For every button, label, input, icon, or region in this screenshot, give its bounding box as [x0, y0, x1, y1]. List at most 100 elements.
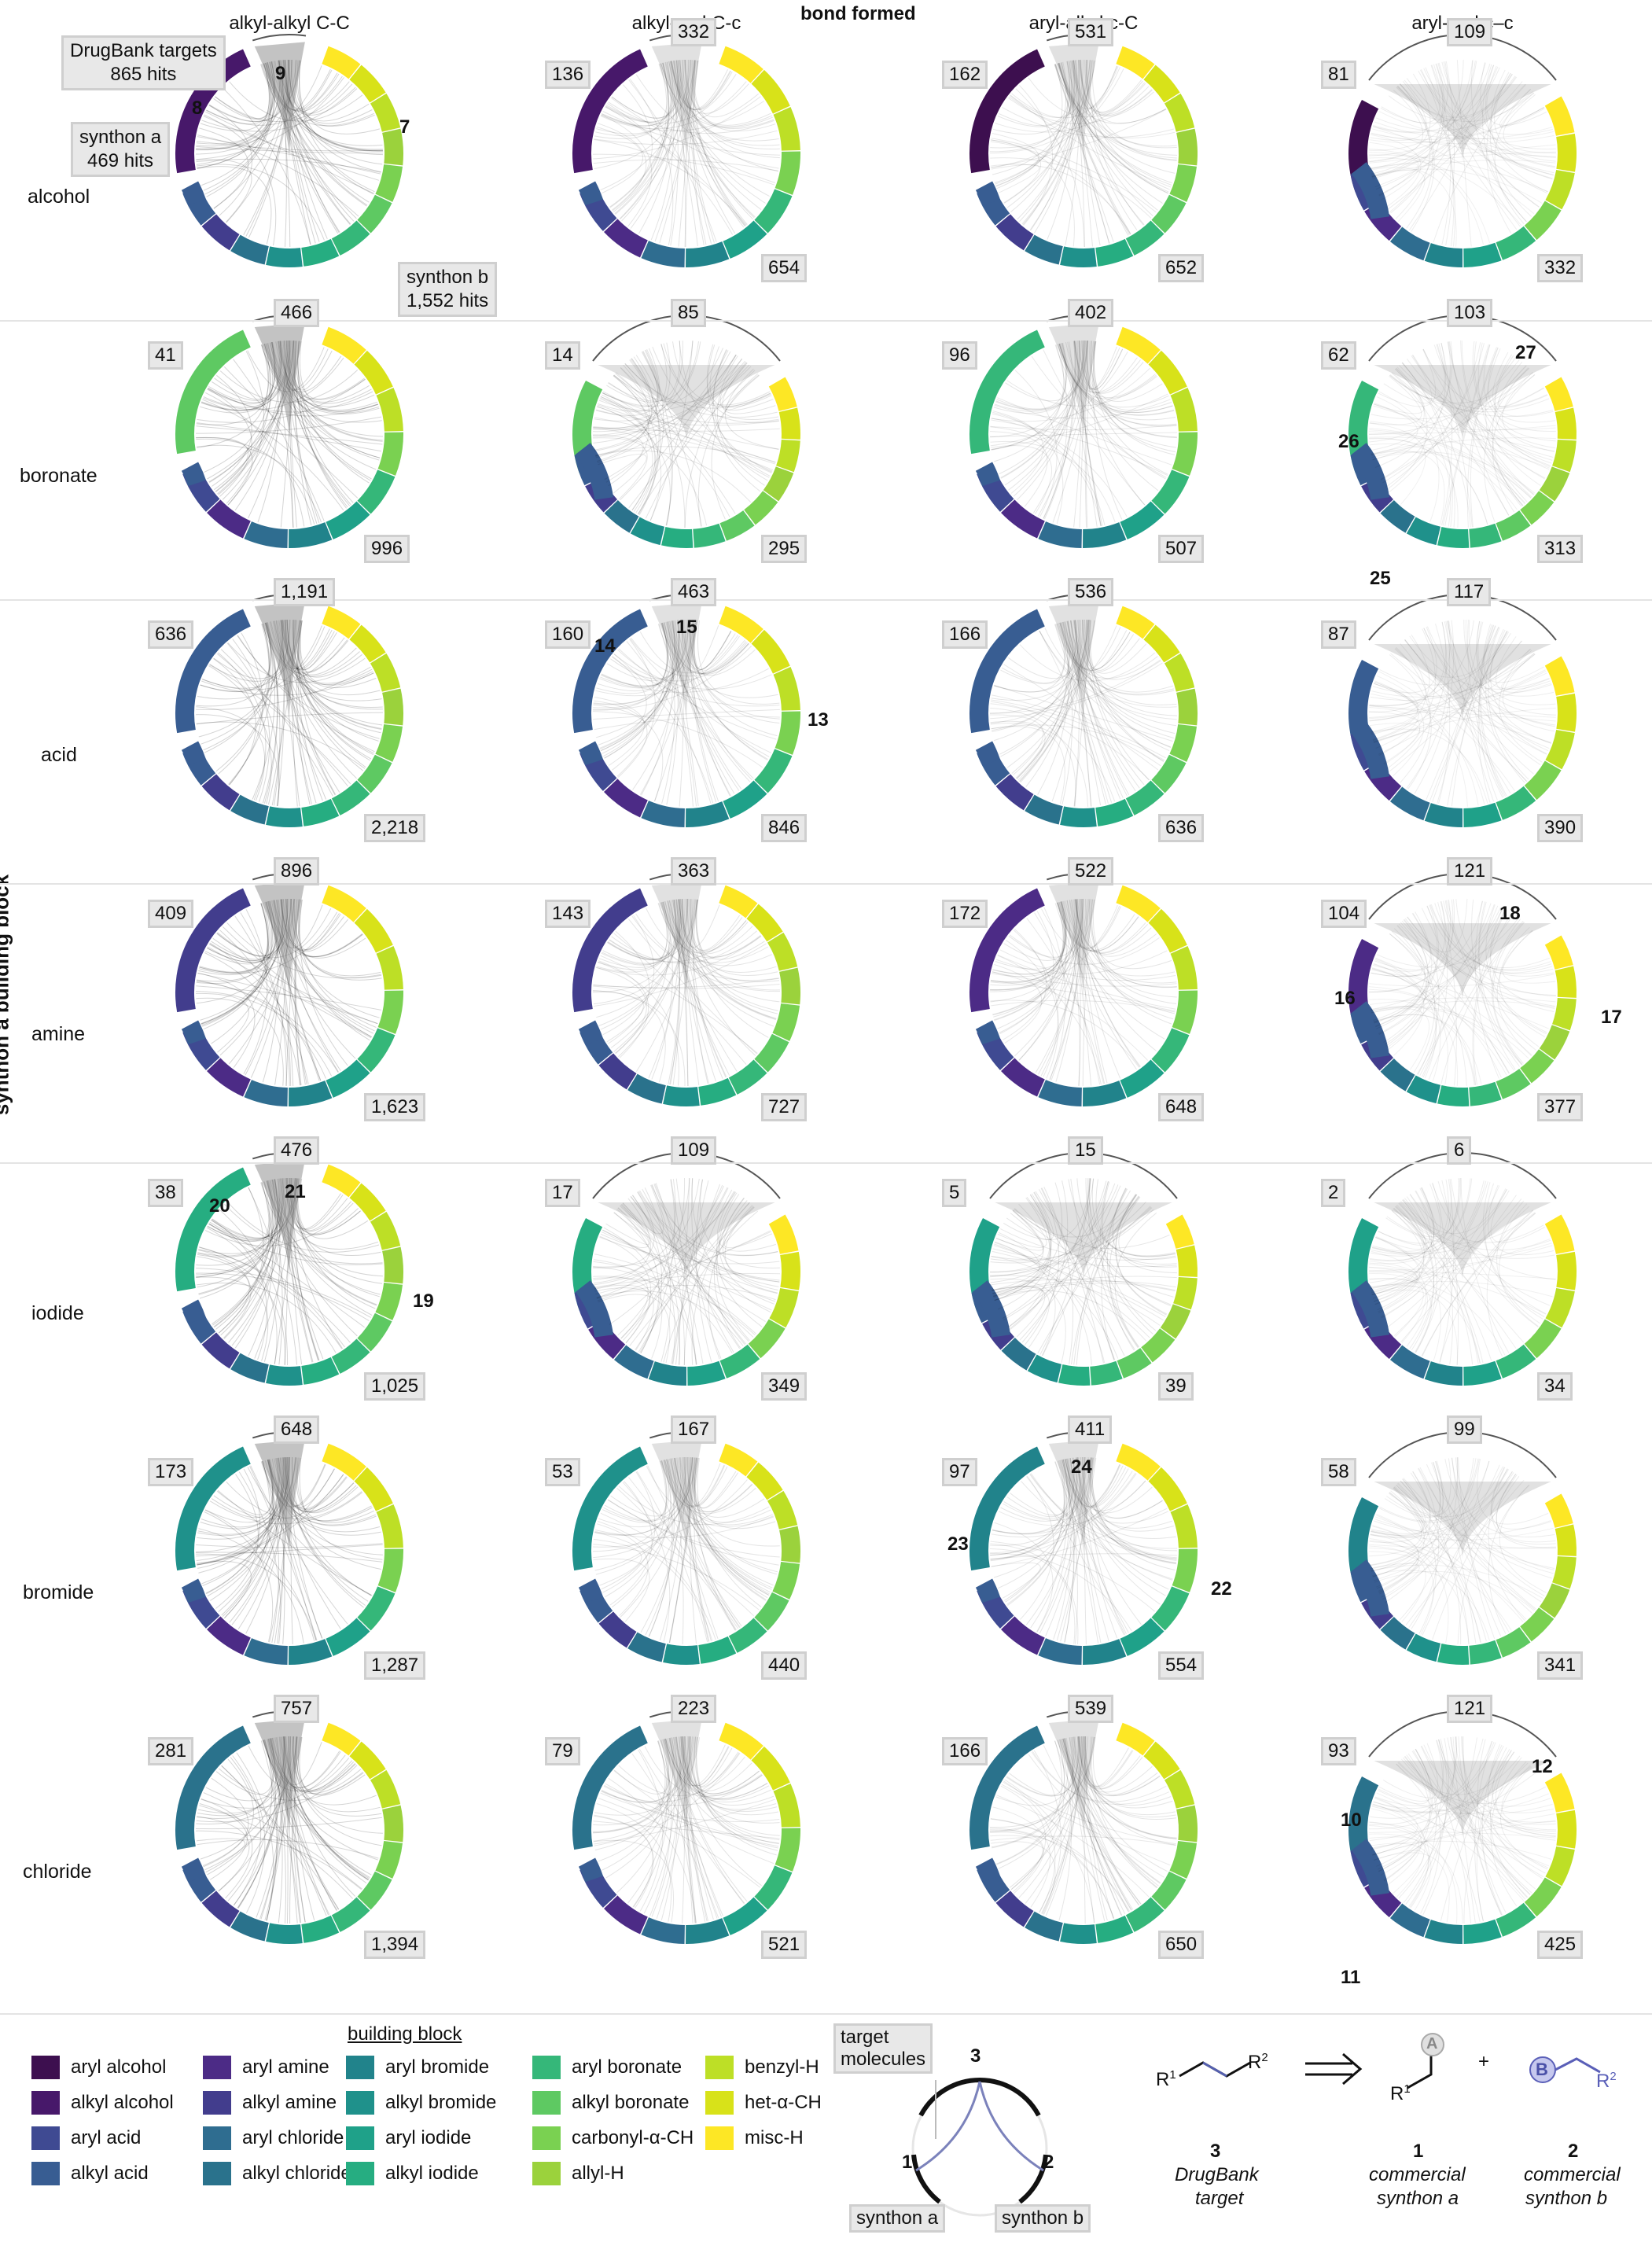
compound-3-number: 3 — [1210, 2141, 1221, 2162]
chord — [1371, 900, 1484, 977]
chord — [250, 1465, 348, 1625]
chord — [1470, 60, 1527, 223]
chord — [1066, 61, 1153, 217]
chord — [1369, 438, 1488, 525]
synthon-b-arc — [1524, 760, 1562, 801]
chord — [672, 900, 680, 1085]
chord — [620, 1457, 694, 1618]
chord — [598, 1294, 671, 1364]
synthon-b-arc — [1544, 1493, 1573, 1529]
chord — [1075, 620, 1177, 705]
chord — [995, 1213, 1044, 1251]
chord — [243, 909, 268, 1075]
chord — [1045, 1456, 1086, 1636]
chord — [1371, 1008, 1430, 1070]
synthon-b-arc — [773, 107, 800, 151]
chord — [202, 903, 269, 1027]
chord — [695, 1736, 777, 1856]
chord — [659, 60, 698, 244]
synthon-b-arc — [774, 151, 800, 195]
chord — [600, 396, 657, 515]
chord — [1037, 341, 1097, 517]
chord — [1450, 1736, 1476, 1923]
chord — [990, 1207, 1153, 1277]
chord — [1086, 620, 1170, 752]
chord — [1369, 1261, 1418, 1305]
chord — [686, 1456, 753, 1513]
chord — [608, 372, 650, 407]
chord — [638, 1191, 780, 1283]
chord — [1420, 1746, 1471, 1924]
chord — [989, 1548, 1076, 1644]
chord — [1379, 632, 1511, 686]
chord — [1480, 62, 1555, 168]
chord — [1372, 1471, 1513, 1577]
chord — [595, 450, 752, 503]
synthon-b-arc — [1351, 1001, 1390, 1058]
chord — [298, 620, 337, 795]
chord — [999, 61, 1070, 127]
chord — [1372, 76, 1517, 179]
chord — [1422, 1737, 1477, 1916]
chord — [1063, 621, 1171, 748]
synthon-b-arc — [723, 1897, 767, 1935]
synthon-b-arc — [779, 967, 800, 1005]
chord — [1003, 1457, 1088, 1519]
chord — [1370, 1280, 1553, 1298]
chord — [208, 387, 378, 417]
chord — [294, 341, 347, 509]
chord — [601, 620, 697, 687]
chord — [1407, 916, 1553, 974]
count-badge-synthon-a: 281 — [148, 1737, 194, 1765]
chord — [684, 59, 712, 244]
chord — [1396, 367, 1554, 418]
chord — [263, 1739, 378, 1861]
chord — [700, 1179, 780, 1268]
chord — [1016, 620, 1089, 779]
chord — [670, 61, 773, 127]
synthon-b-arc — [1151, 754, 1187, 793]
chord — [639, 1179, 675, 1353]
chord — [678, 899, 777, 1019]
chord — [1374, 403, 1532, 499]
synthon-b-arc — [1496, 226, 1536, 260]
chord — [1382, 1471, 1514, 1600]
chord — [197, 625, 322, 700]
chord — [1001, 623, 1065, 683]
chord — [991, 393, 1168, 450]
synthon-b-arc — [1406, 1075, 1441, 1104]
chord — [1383, 1739, 1444, 1881]
chord — [196, 1276, 269, 1361]
chord — [299, 620, 374, 754]
target-bundle — [254, 322, 305, 442]
chord — [627, 1740, 668, 1904]
chord — [261, 344, 382, 423]
chord — [992, 899, 1091, 1016]
chord — [201, 87, 356, 132]
synthon-b-arc — [1170, 388, 1198, 432]
chord — [993, 899, 1078, 1018]
chord — [1084, 341, 1089, 528]
chord — [197, 1253, 250, 1334]
chord — [592, 434, 708, 526]
chord — [1375, 904, 1439, 1028]
chord — [658, 903, 762, 959]
chord — [671, 1737, 748, 1902]
legend-label: alkyl chloride — [242, 2163, 351, 2184]
synthon-a-arc — [572, 1725, 649, 1850]
chord — [1397, 1755, 1521, 1795]
target-molecules-label: target molecules — [833, 2023, 933, 2074]
chord — [665, 1738, 777, 1810]
synthon-b-arc — [1176, 128, 1198, 166]
chord — [1489, 909, 1540, 1047]
chord — [1005, 1460, 1065, 1603]
chord — [1485, 627, 1525, 783]
chord — [989, 431, 1048, 507]
chord — [1043, 907, 1066, 1081]
chord — [196, 706, 266, 801]
chord — [1468, 620, 1557, 716]
chord — [992, 1285, 1046, 1338]
chord — [594, 1457, 694, 1571]
synthon-b-arc — [376, 388, 403, 432]
chord — [1065, 342, 1173, 413]
